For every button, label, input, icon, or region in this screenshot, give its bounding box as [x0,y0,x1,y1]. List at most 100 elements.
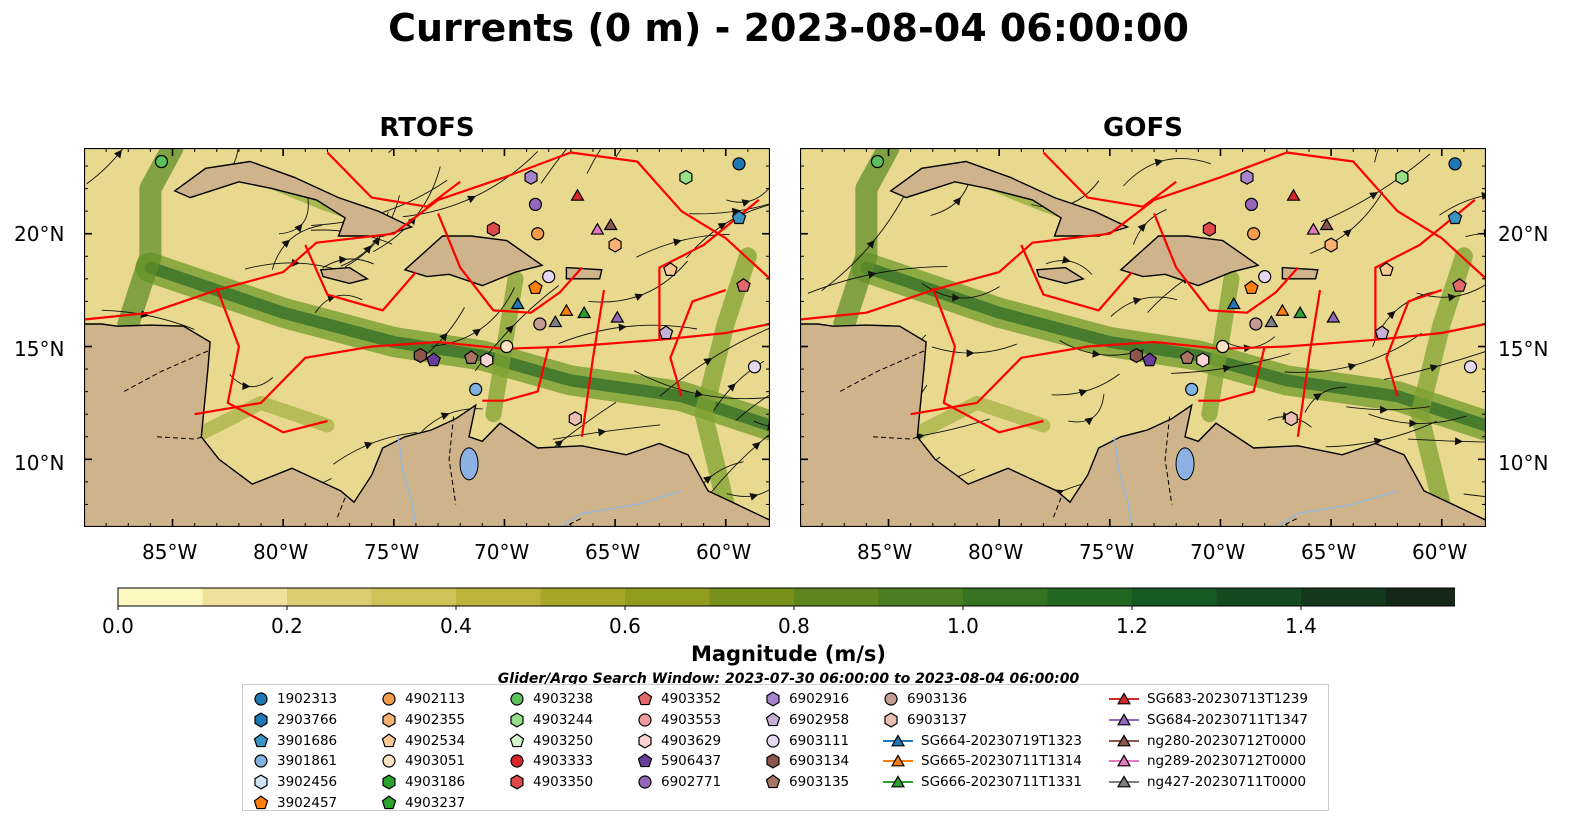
streamline-arrow [113,149,122,159]
streamline-arrow [751,441,761,451]
legend-label: 1902313 [277,691,338,707]
streamline-arrow [1369,192,1378,200]
observation-markers [154,154,762,427]
streamline [1051,373,1120,396]
streamline [633,370,770,400]
marker-4903629 [480,352,494,368]
legend-item-4903238: 4903238 [509,689,593,709]
legend-marker-pentagon [509,732,525,747]
streamline [1374,148,1380,163]
legend-marker-circle [382,754,396,768]
legend-item-4903051: 4903051 [381,751,465,771]
streamline [552,424,661,440]
streamline-arrow [242,382,251,391]
eez-boundary [1198,346,1266,402]
streamline-arrow [439,332,448,342]
legend-marker-circle [510,754,524,768]
legend: 1902313 2903766 3901686 3901861 3902456 39024… [242,684,1329,811]
legend-symbol [382,774,396,790]
marker-SG664-20230719T1323 [1226,296,1241,310]
colorbar-segment [371,588,457,606]
marker-3902457 [528,280,543,295]
legend-symbol [254,774,268,790]
legend-symbol [766,753,780,769]
country-border [1164,416,1173,505]
streamline-arrow [339,255,348,264]
streamline [726,488,770,497]
legend-symbol [1116,692,1132,705]
legend-marker-pentagon [381,732,397,747]
marker-3901686 [1447,210,1463,225]
colorbar [117,587,1455,610]
legend-label: 3901686 [277,732,338,749]
legend-item-SG664-20230719T1323: SG664-20230719T1323 [883,731,1082,751]
eez-boundary [570,151,770,280]
current-magnitude-band [694,247,757,514]
legend-label: 6903136 [907,691,968,707]
streamline-arrow [952,293,961,302]
marker-6903111 [542,269,556,284]
streamline [86,148,124,185]
streamline [1068,394,1105,423]
river [559,490,682,527]
lat-label-10n-right: 10°N [1498,451,1549,475]
legend-symbol [254,754,268,768]
streamline [101,309,195,330]
legend-marker-circle [254,754,268,768]
streamline [689,203,770,215]
legend-label: 4903244 [533,711,594,728]
legend-marker-pentagon [637,753,653,768]
streamline-arrow [597,428,607,437]
streamline-arrow [1062,255,1071,264]
lon-label-65w-left: 65°W [585,540,641,564]
legend-item-3901686: 3901686 [253,731,337,751]
legend-item-6903134: 6903134 [765,751,849,771]
lon-label-85w-left: 85°W [142,540,198,564]
legend-symbol [253,732,269,747]
streamline-arrow [966,349,975,358]
legend-symbol [253,795,269,810]
legend-item-4903237: 4903237 [381,793,465,813]
legend-symbol [510,774,524,790]
streamline-arrow [1084,417,1094,426]
streamline-arrow [1092,349,1101,358]
legend-item-ng427-20230711T0000: ng427-20230711T0000 [1109,772,1306,792]
legend-symbol [766,691,780,707]
streamline [1320,153,1431,223]
colorbar-tick-0: 0.0 [102,614,134,638]
legend-label: ng427-20230711T0000 [1147,774,1307,791]
legend-symbol [510,692,524,706]
legend-item-1902313: 1902313 [253,689,337,709]
marker-5906437 [1142,352,1157,367]
streamline-arrow [1380,405,1389,414]
marker-SG684-20230711T1347 [610,310,625,323]
country-border [839,350,925,393]
colorbar-segment [118,588,204,606]
marker-6903137 [568,411,582,427]
colorbar-label: Magnitude (m/s) [690,642,887,666]
legend-marker-triangle [1109,754,1139,767]
marker-3902457 [1244,280,1259,295]
lon-label-70w-left: 70°W [474,540,530,564]
legend-label: 4902534 [405,732,466,749]
streamline [1346,406,1430,411]
legend-item-4903629: 4903629 [637,731,721,751]
marker-4903244 [679,169,693,185]
legend-marker-pentagon [765,712,781,726]
legend-symbol [637,691,653,706]
legend-item-2903766: 2903766 [253,710,337,730]
streamline-arrow [1154,158,1164,167]
legend-marker-hexagon [382,774,396,790]
marker-6902958 [1374,325,1390,340]
streamline-arrow [1454,437,1463,446]
legend-item-4903352: 4903352 [637,689,721,709]
marker-4903352 [736,277,751,292]
legend-label: 6903135 [789,774,850,791]
colorbar-segment [709,588,795,606]
marker-4903238 [870,154,885,169]
streamline [1171,353,1291,374]
legend-item-3902457: 3902457 [253,793,337,813]
legend-label: 6902958 [789,711,850,728]
legend-label: 5906437 [661,753,722,770]
legend-marker-hexagon [638,733,652,749]
